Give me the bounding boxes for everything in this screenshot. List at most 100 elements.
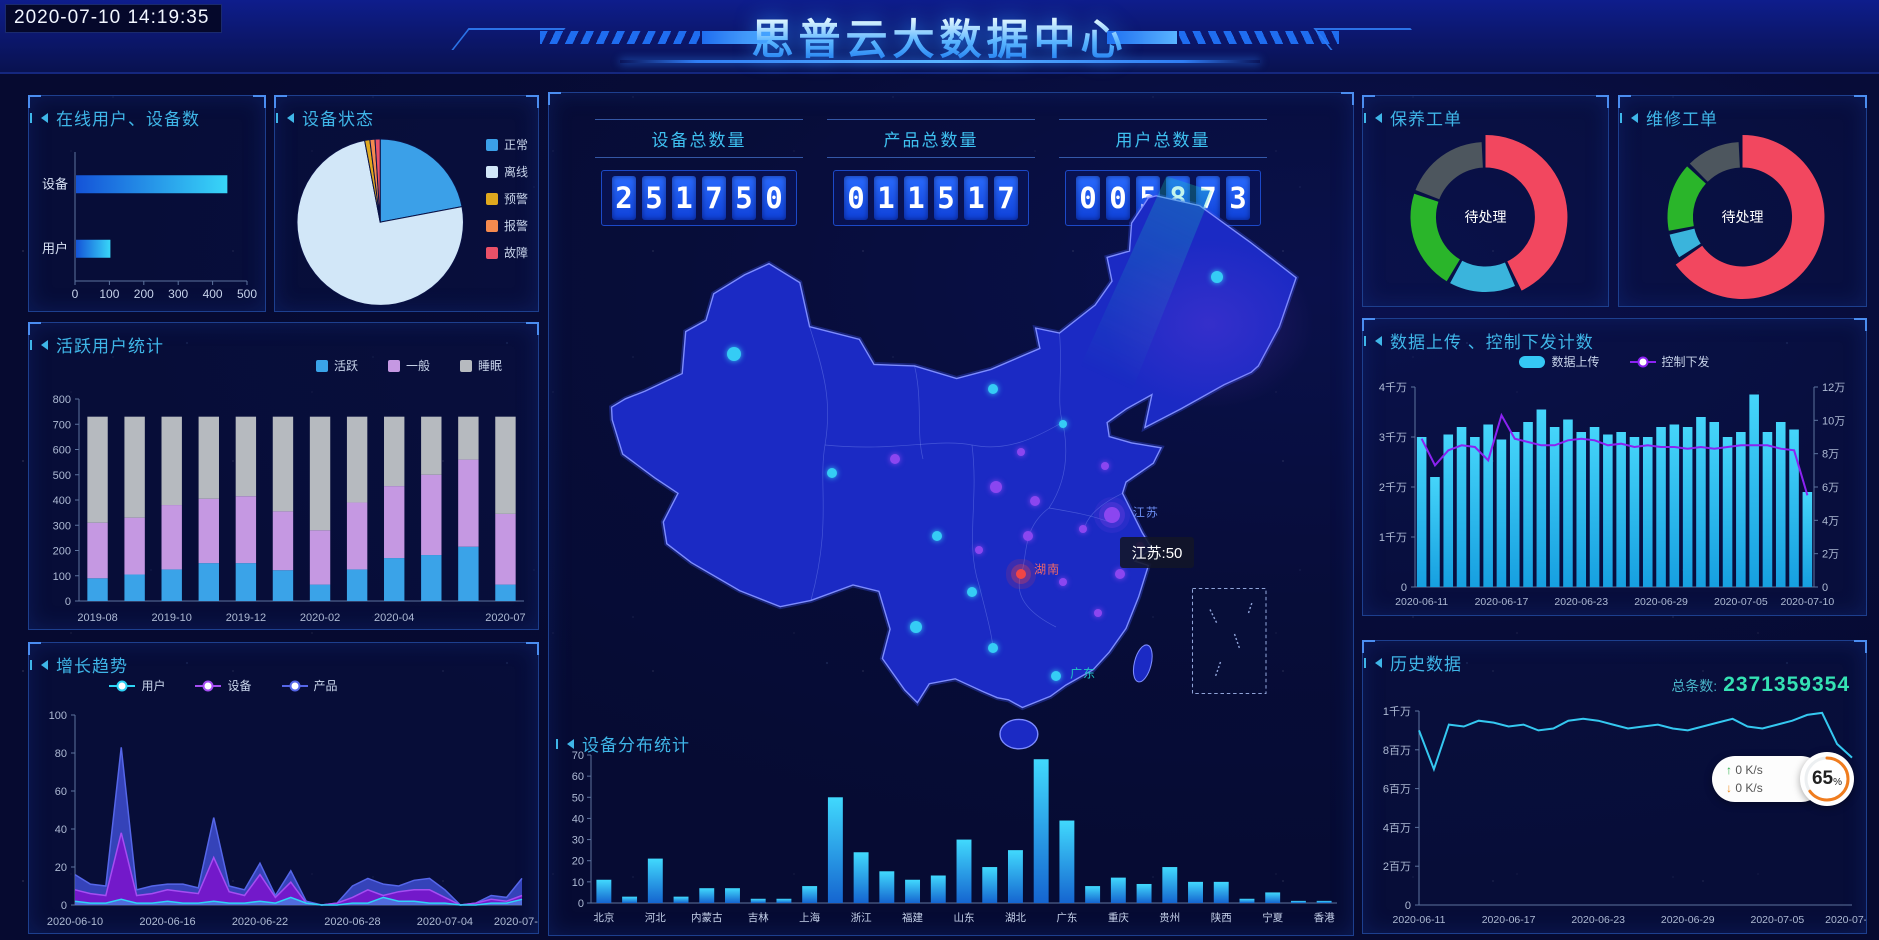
svg-text:8万: 8万 (1822, 449, 1839, 461)
upload-control-chart[interactable]: 0 1千万 2千万 3千万 4千万 0 2万 4万 6万 8万 10万 12万 2020-06-11 20… (1363, 377, 1866, 613)
legend-item[interactable]: 睡眠 (459, 357, 502, 374)
map-data-dot[interactable] (1079, 525, 1088, 533)
panel-title-icon (30, 112, 48, 123)
svg-text:2019-08: 2019-08 (77, 612, 117, 624)
legend-item[interactable]: 离线 (485, 163, 528, 180)
map-data-dot[interactable] (726, 347, 741, 362)
svg-text:2019-12: 2019-12 (226, 612, 266, 624)
svg-text:700: 700 (53, 419, 71, 431)
map-data-dot[interactable] (826, 468, 837, 478)
growth-trend-chart[interactable]: 0 20 40 60 80 100 2020-06-10 2020-06-16 2020-06-… (29, 701, 550, 933)
panel-growth-trend: 增长趋势 用户 设备 产品 0 20 40 60 80 100 2020-06-10 2020-0… (28, 642, 550, 934)
map-data-dot[interactable] (988, 643, 999, 654)
map-data-dot[interactable] (1101, 462, 1110, 471)
counter-digit: 0 (1106, 176, 1130, 220)
history-total: 总条数: 2371359354 (1671, 673, 1850, 697)
svg-text:重庆: 重庆 (1108, 911, 1129, 924)
map-data-dot[interactable] (890, 454, 901, 464)
panel-maintenance-orders: 保养工单 待处理 (1362, 95, 1609, 307)
header-deco-wing-right (1313, 28, 1428, 50)
memory-percent-badge[interactable]: 65% (1800, 752, 1854, 806)
legend-item[interactable]: 活跃 (315, 357, 358, 374)
svg-text:2020-06-17: 2020-06-17 (1482, 914, 1536, 926)
repair-orders-donut[interactable]: 待处理 (1619, 124, 1866, 306)
legend-item[interactable]: 用户 (109, 677, 165, 694)
map-data-dot[interactable] (1210, 271, 1223, 283)
device-status-pie-chart[interactable] (275, 126, 538, 311)
map-data-dot[interactable] (975, 546, 984, 555)
svg-text:吉林: 吉林 (748, 911, 769, 924)
legend-item[interactable]: 产品 (281, 677, 338, 694)
legend-label: 预警 (503, 192, 528, 206)
map-data-dot[interactable] (1022, 531, 1033, 542)
svg-text:4百万: 4百万 (1383, 822, 1411, 834)
active-users-chart[interactable]: 0 100 200 300 400 500 600 700 800 2019-08 2019-10 2… (29, 385, 538, 629)
svg-text:0: 0 (72, 287, 79, 301)
net-speed-widget[interactable]: ↑ 0 K/s ↓ 0 K/s 65% (1712, 752, 1862, 806)
map-data-dot[interactable] (1015, 569, 1026, 580)
history-total-label: 总条数: (1671, 678, 1718, 694)
panel-title: 维修工单 (1620, 105, 1718, 130)
legend-item[interactable]: 故障 (485, 244, 528, 261)
svg-text:2020-06-11: 2020-06-11 (1395, 596, 1448, 608)
map-data-dot[interactable] (1103, 507, 1120, 523)
svg-text:80: 80 (55, 748, 67, 760)
maintenance-orders-donut[interactable]: 待处理 (1363, 124, 1608, 306)
china-map[interactable]: 江苏 湖南 广东 江苏:50 (559, 176, 1359, 753)
legend-swatch (1519, 355, 1546, 368)
svg-text:4万: 4万 (1822, 515, 1839, 527)
download-arrow-icon: ↓ (1726, 781, 1732, 795)
map-data-dot[interactable] (1059, 577, 1068, 586)
legend-item[interactable]: 预警 (485, 190, 528, 207)
map-data-dot[interactable] (1051, 671, 1062, 682)
svg-text:20: 20 (55, 862, 67, 874)
map-data-dot[interactable] (1016, 448, 1025, 457)
legend-item[interactable]: 报警 (485, 217, 528, 234)
svg-text:贵州: 贵州 (1159, 911, 1180, 924)
svg-text:100: 100 (99, 287, 119, 301)
panel-title-icon (1364, 335, 1382, 346)
online-users-devices-chart[interactable]: 0 100 200 300 400 500 设备 用户 (29, 134, 265, 311)
svg-text:2020-04: 2020-04 (374, 612, 414, 624)
device-status-legend[interactable]: 正常离线预警报警故障 (485, 136, 528, 261)
svg-text:60: 60 (572, 771, 584, 783)
panel-title-icon (30, 339, 48, 350)
svg-text:香港: 香港 (1314, 912, 1336, 924)
map-data-dot[interactable] (909, 621, 922, 633)
svg-text:2020-06-22: 2020-06-22 (232, 916, 288, 928)
panel-upload-control: 数据上传 、控制下发计数 数据上传 控制下发 0 1千万 2千万 3千万 4千万 0 2万 4万… (1362, 318, 1867, 616)
device-distribution-chart[interactable]: 0 10 20 30 40 50 60 70 北京 河北 内蒙古 吉林 上海 浙江 福建 山东 湖北 广东 重庆 贵州… (557, 743, 1345, 929)
legend-item[interactable]: 数据上传 (1519, 353, 1600, 370)
legend-swatch (281, 680, 308, 691)
legend-label: 报警 (503, 219, 528, 233)
map-data-dot[interactable] (1114, 569, 1125, 580)
svg-text:设备: 设备 (42, 176, 68, 191)
active-users-legend[interactable]: 活跃 一般 睡眠 (29, 357, 538, 374)
map-data-dot[interactable] (1094, 609, 1103, 617)
legend-item[interactable]: 控制下发 (1629, 353, 1710, 370)
map-data-dot[interactable] (931, 531, 942, 542)
svg-text:0: 0 (1822, 582, 1828, 594)
map-data-dot[interactable] (990, 481, 1003, 493)
svg-text:300: 300 (168, 287, 188, 301)
map-data-dot[interactable] (1029, 496, 1040, 506)
counter-label: 用户总数量 (1059, 119, 1267, 158)
panel-title-icon (556, 738, 574, 749)
panel-title: 增长趋势 (30, 652, 128, 677)
legend-item[interactable]: 设备 (195, 677, 252, 694)
growth-trend-legend[interactable]: 用户 设备 产品 (29, 677, 538, 694)
legend-item[interactable]: 一般 (387, 357, 430, 374)
history-data-chart[interactable]: 0 2百万 4百万 6百万 8百万 1千万 2020-06-11 2020-06-17 2020… (1363, 699, 1879, 931)
svg-text:8百万: 8百万 (1383, 745, 1411, 757)
svg-text:福建: 福建 (902, 911, 923, 924)
map-data-dot[interactable] (988, 384, 999, 394)
svg-text:2020-07-10: 2020-07-10 (1780, 596, 1834, 608)
map-data-dot[interactable] (1059, 420, 1068, 429)
legend-item[interactable]: 正常 (485, 136, 528, 153)
title-underline (619, 60, 1260, 63)
upload-control-legend[interactable]: 数据上传 控制下发 (1363, 353, 1866, 370)
map-data-dot[interactable] (967, 587, 978, 598)
counter-digit: 5 (732, 176, 756, 220)
